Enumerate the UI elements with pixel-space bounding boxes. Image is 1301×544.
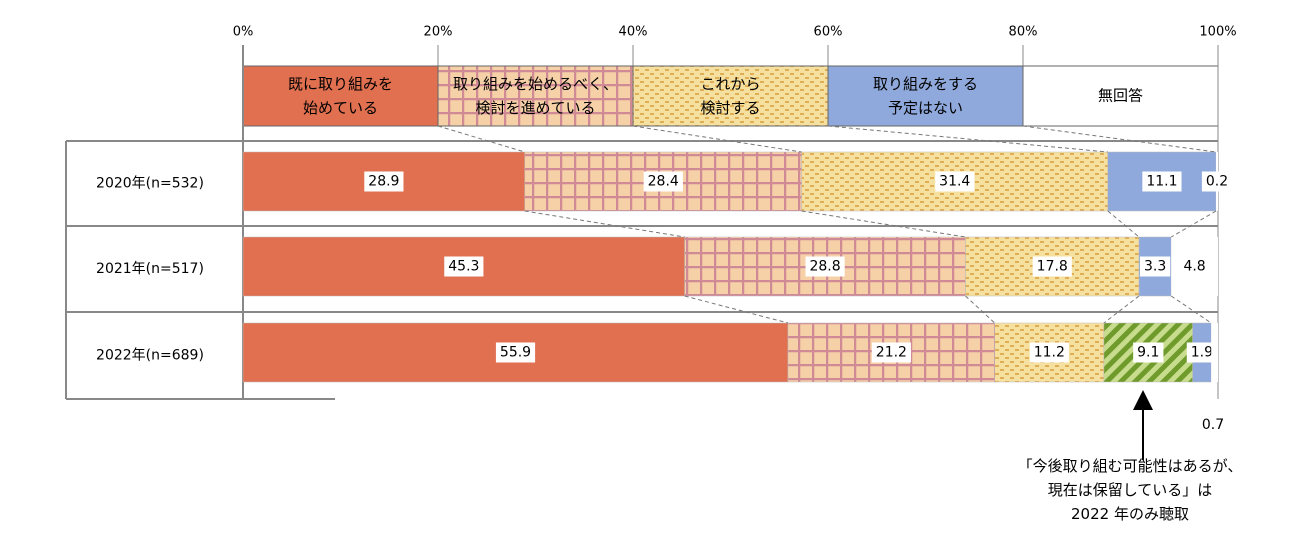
data-label: 1.9: [1191, 345, 1213, 361]
x-tick-label: 100%: [1199, 25, 1236, 40]
data-label-bg: [805, 256, 845, 277]
data-label-bg: [1142, 171, 1182, 192]
data-label: 21.2: [876, 345, 907, 361]
data-label: 3.3: [1144, 259, 1166, 275]
x-tick-label: 0%: [233, 25, 254, 40]
data-label: 0.2: [1206, 174, 1228, 190]
data-label: 9.1: [1137, 345, 1159, 361]
data-label-bg: [871, 342, 911, 363]
data-label: 4.8: [1183, 259, 1205, 275]
x-tick-label: 80%: [1009, 25, 1038, 40]
data-label: 28.8: [809, 259, 840, 275]
data-label-bg: [1139, 256, 1171, 277]
data-label-bg: [1186, 342, 1218, 363]
legend-label: 取り組みをする予定はない: [873, 75, 978, 117]
data-label-bg: [364, 171, 404, 192]
connector: [965, 295, 996, 324]
x-tick-label: 60%: [814, 25, 843, 40]
connector: [1103, 295, 1140, 324]
y-tick-label: 2022年(n=689): [96, 348, 204, 364]
data-label: 55.9: [500, 345, 531, 361]
data-label: 11.2: [1034, 345, 1065, 361]
data-label: 17.8: [1037, 259, 1068, 275]
legend-swatch: [437, 65, 634, 127]
data-label: 45.3: [448, 259, 479, 275]
legend-label: 既に取り組みを始めている: [288, 75, 393, 117]
annotation: 「今後取り組む可能性はあるが、現在は保留している」は 2022 年のみ聴取: [1018, 457, 1243, 523]
connector: [1170, 295, 1212, 324]
data-label: 28.9: [368, 174, 399, 190]
data-label: 31.4: [939, 174, 970, 190]
y-tick-label: 2021年(n=517): [96, 261, 204, 277]
connector: [1107, 210, 1140, 238]
bar-segment: [1107, 151, 1217, 212]
y-tick-label: 2020年(n=532): [96, 176, 204, 192]
connector: [801, 210, 966, 238]
data-label-bg: [1032, 256, 1072, 277]
data-label: 0.7: [1202, 417, 1224, 433]
legend-swatch: [1022, 65, 1219, 127]
connector: [1170, 210, 1217, 238]
connector: [827, 125, 1108, 153]
connector: [632, 125, 802, 153]
data-label-bg: [1179, 256, 1210, 277]
data-label-bg: [1201, 171, 1233, 192]
data-label: 28.4: [648, 174, 679, 190]
legend-swatch: [242, 65, 439, 127]
x-tick-label: 20%: [424, 25, 453, 40]
data-label-bg: [1133, 342, 1164, 363]
data-label: 11.1: [1146, 174, 1177, 190]
connector: [684, 295, 789, 324]
connector: [524, 210, 685, 238]
data-label-bg: [935, 171, 975, 192]
connector: [1022, 125, 1217, 153]
data-label-bg: [1029, 342, 1069, 363]
x-tick-label: 40%: [619, 25, 648, 40]
legend-label: 取り組みを始めるべく、検討を進めている: [453, 75, 618, 117]
connector: [437, 125, 525, 153]
legend-label: これから検討する: [700, 75, 760, 117]
legend-swatch: [632, 65, 829, 127]
legend-label: 無回答: [1098, 87, 1143, 105]
data-label-bg: [495, 342, 536, 363]
legend-swatch: [827, 65, 1024, 127]
bar-segment: [1211, 323, 1218, 382]
data-label-bg: [643, 171, 683, 192]
data-label-bg: [444, 256, 484, 277]
